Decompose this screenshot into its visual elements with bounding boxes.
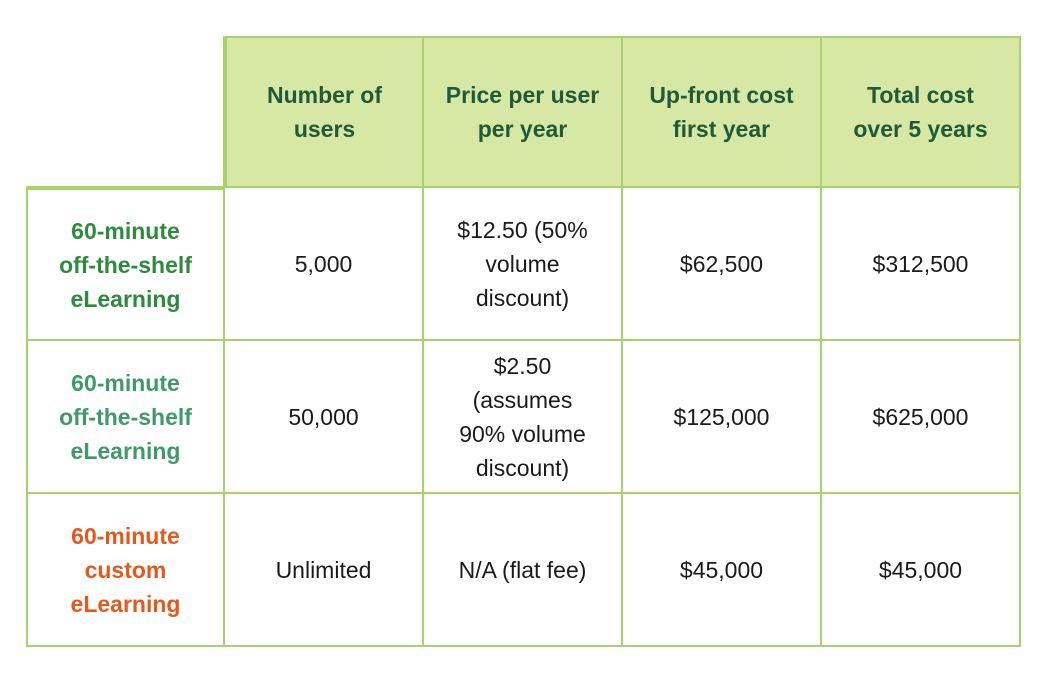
- cell-total: $625,000: [822, 341, 1021, 494]
- cell-total: $312,500: [822, 188, 1021, 341]
- row-label-custom: 60-minute custom eLearning: [26, 494, 225, 647]
- cell-upfront: $45,000: [623, 494, 822, 647]
- cell-price: $12.50 (50% volume discount): [424, 188, 623, 341]
- header-upfront-cost: Up-front cost first year: [623, 36, 822, 188]
- header-price-per-user: Price per user per year: [424, 36, 623, 188]
- cell-price: N/A (flat fee): [424, 494, 623, 647]
- cell-users: 5,000: [225, 188, 424, 341]
- cell-users: Unlimited: [225, 494, 424, 647]
- cell-upfront: $62,500: [623, 188, 822, 341]
- header-number-of-users: Number of users: [225, 36, 424, 188]
- cell-users: 50,000: [225, 341, 424, 494]
- cell-price: $2.50 (assumes 90% volume discount): [424, 341, 623, 494]
- header-corner-blank: [26, 36, 225, 188]
- cell-total: $45,000: [822, 494, 1021, 647]
- cost-comparison-table: Number of users Price per user per year …: [26, 36, 1021, 647]
- cell-upfront: $125,000: [623, 341, 822, 494]
- row-label-off-the-shelf-50000: 60-minute off-the-shelf eLearning: [26, 341, 225, 494]
- header-total-cost: Total cost over 5 years: [822, 36, 1021, 188]
- row-label-off-the-shelf-5000: 60-minute off-the-shelf eLearning: [26, 188, 225, 341]
